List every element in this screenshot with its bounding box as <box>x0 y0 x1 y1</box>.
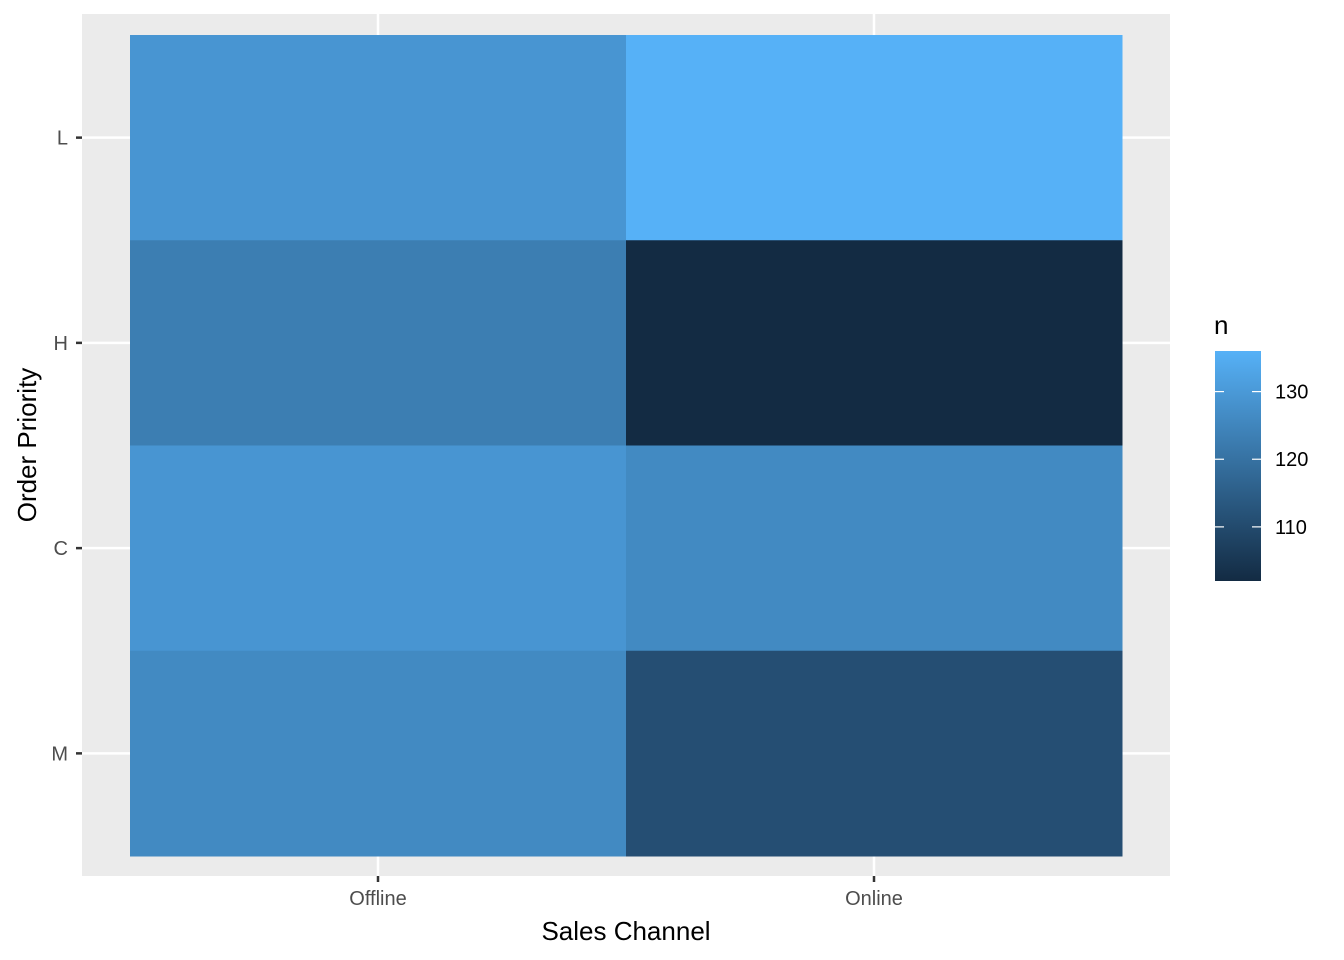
y-axis-title: Order Priority <box>12 368 42 523</box>
color-legend: n 110 120 130 <box>1214 310 1308 581</box>
legend-title: n <box>1214 310 1228 340</box>
x-axis: Offline Online <box>349 876 903 910</box>
y-tick-label-c: C <box>54 538 68 560</box>
heatmap-cell-offline-c <box>130 445 627 652</box>
heatmap-cell-online-l <box>626 35 1123 241</box>
legend-tick-label-130: 130 <box>1275 382 1308 404</box>
x-tick-label-online: Online <box>845 888 903 910</box>
heatmap-cell-online-c <box>626 445 1123 652</box>
y-tick-label-m: M <box>51 743 68 765</box>
y-tick-label-l: L <box>57 128 68 150</box>
heatmap-cell-online-m <box>626 650 1123 857</box>
x-axis-title: Sales Channel <box>541 916 710 946</box>
legend-colorbar <box>1215 351 1261 581</box>
legend-ticks: 110 120 130 <box>1215 382 1308 539</box>
heatmap-cell-offline-h <box>130 240 627 446</box>
heatmap-cell-online-h <box>626 240 1123 446</box>
y-axis: M C H L <box>51 128 82 765</box>
legend-tick-label-110: 110 <box>1275 517 1307 539</box>
heatmap-cell-offline-m <box>130 650 627 857</box>
heatmap-cell-offline-l <box>130 35 627 241</box>
y-tick-label-h: H <box>54 333 68 355</box>
heatmap-cells <box>130 35 1123 857</box>
x-tick-label-offline: Offline <box>349 888 406 910</box>
legend-tick-label-120: 120 <box>1275 449 1308 471</box>
